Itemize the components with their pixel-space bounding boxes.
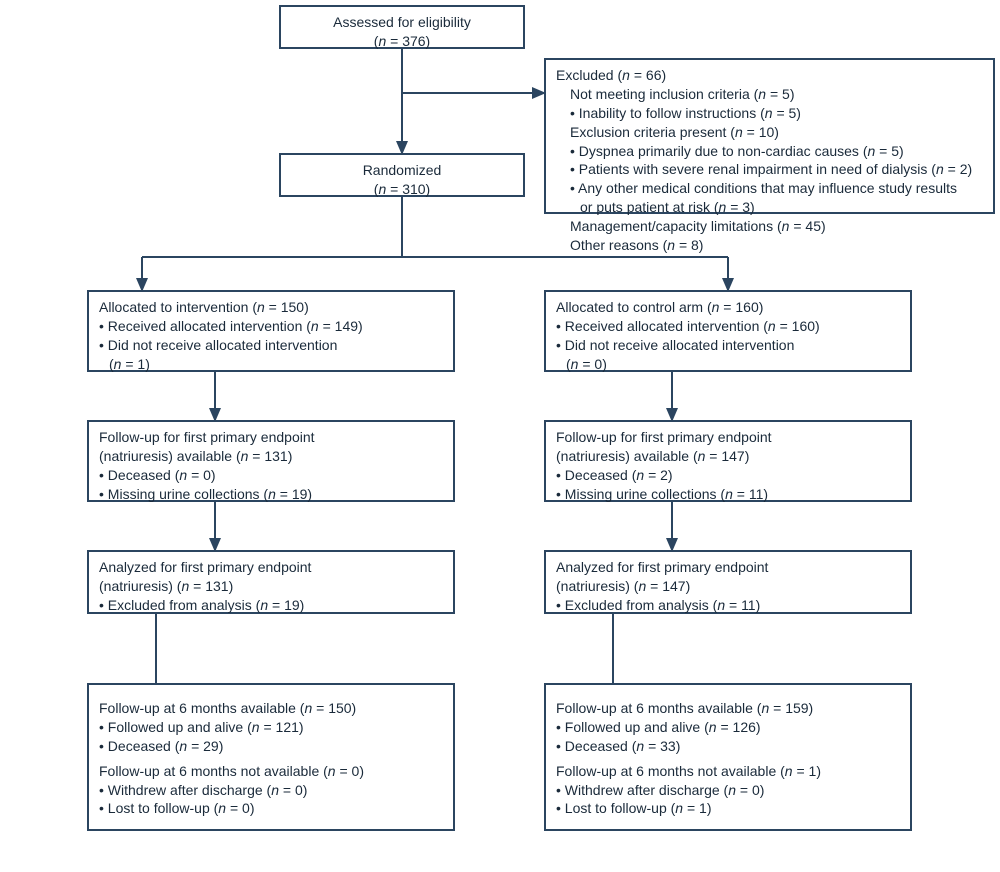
node-fu6-control: Follow-up at 6 months available (n = 159… <box>544 683 912 831</box>
excluded-nmi: Not meeting inclusion criteria (n = 5) <box>556 85 983 104</box>
assessed-n: (n = 376) <box>291 32 513 51</box>
node-randomized: Randomized (n = 310) <box>279 153 525 197</box>
excluded-nmi-bullets: Inability to follow instructions (n = 5) <box>556 104 983 123</box>
node-alloc-intervention: Allocated to intervention (n = 150) Rece… <box>87 290 455 372</box>
excluded-ecp-bullets: Dyspnea primarily due to non-cardiac cau… <box>556 142 983 218</box>
node-analyzed-control: Analyzed for first primary endpoint (nat… <box>544 550 912 614</box>
node-alloc-control: Allocated to control arm (n = 160) Recei… <box>544 290 912 372</box>
node-fu1-control: Follow-up for first primary endpoint (na… <box>544 420 912 502</box>
assessed-title: Assessed for eligibility <box>291 13 513 32</box>
node-fu6-intervention: Follow-up at 6 months available (n = 150… <box>87 683 455 831</box>
excluded-mgmt: Management/capacity limitations (n = 45) <box>556 217 983 236</box>
node-assessed: Assessed for eligibility (n = 376) <box>279 5 525 49</box>
node-fu1-intervention: Follow-up for first primary endpoint (na… <box>87 420 455 502</box>
excluded-ecp: Exclusion criteria present (n = 10) <box>556 123 983 142</box>
randomized-n: (n = 310) <box>291 180 513 199</box>
excluded-title: Excluded (n = 66) <box>556 66 983 85</box>
excluded-other: Other reasons (n = 8) <box>556 236 983 255</box>
randomized-title: Randomized <box>291 161 513 180</box>
node-analyzed-intervention: Analyzed for first primary endpoint (nat… <box>87 550 455 614</box>
node-excluded: Excluded (n = 66) Not meeting inclusion … <box>544 58 995 214</box>
